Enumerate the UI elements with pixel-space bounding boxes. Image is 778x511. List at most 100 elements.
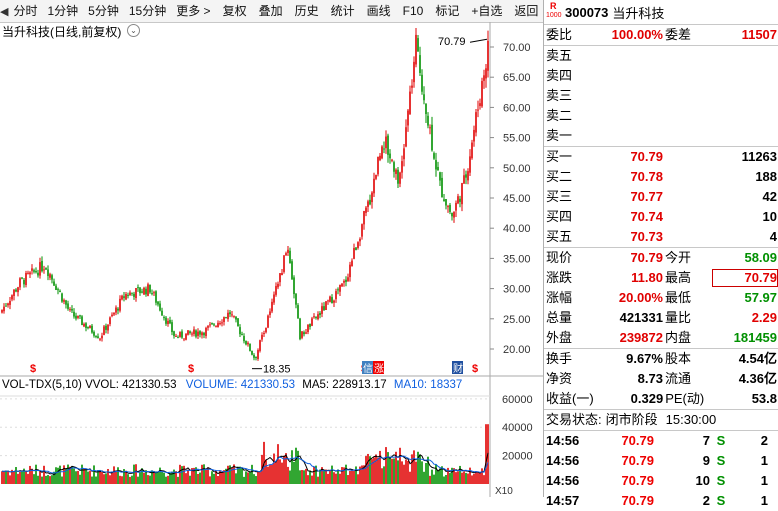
volume-bar: [323, 471, 325, 484]
toolbar-btn-f10[interactable]: F10: [402, 4, 424, 18]
candle-body: [173, 331, 175, 336]
candle-body: [63, 300, 65, 302]
volume-bar: [419, 455, 421, 484]
volume-bar: [225, 468, 227, 484]
vol-indicator-name[interactable]: VOL-TDX(5,10): [2, 379, 82, 391]
volume-bar: [219, 470, 221, 484]
toolbar-btn-add-watchlist[interactable]: +自选: [471, 4, 503, 18]
toolbar-btn-stats[interactable]: 统计: [330, 4, 355, 18]
candle-body: [89, 325, 91, 328]
spacer: [663, 167, 711, 187]
tick-time: 14:56: [546, 473, 580, 488]
volume-bar: [217, 476, 219, 484]
candle-body: [445, 199, 447, 206]
volume-bar: [479, 472, 481, 484]
candle-body: [41, 260, 43, 272]
candle-body: [155, 291, 157, 303]
toolbar-btn-1min[interactable]: 1分钟: [47, 4, 79, 18]
volume-bar: [427, 456, 429, 484]
stat-label: 今开: [664, 250, 691, 265]
candle-body: [227, 312, 229, 319]
weicha-label: 委差: [664, 27, 691, 42]
price-axis-label: 50.00: [503, 163, 531, 175]
toolbar-btn-mark[interactable]: 标记: [435, 4, 460, 18]
volume-bar: [179, 464, 181, 484]
volume-bar: [21, 471, 23, 484]
volume-bar: [29, 465, 31, 484]
toolbar-btn-5min[interactable]: 5分钟: [88, 4, 119, 18]
volume-bar: [39, 470, 41, 484]
volume-bar: [361, 465, 363, 484]
fund-label: 净资: [546, 371, 573, 386]
volume-bar: [397, 460, 399, 484]
volume-bar: [247, 472, 249, 484]
candle-body: [337, 289, 339, 291]
price-axis-label: 35.00: [503, 253, 531, 265]
volume-bar: [481, 468, 483, 484]
candle-body: [435, 160, 437, 170]
buy-order-row: 买二 70.78 188: [544, 167, 778, 187]
volume-bar: [91, 476, 93, 484]
toolbar-btn-overlay[interactable]: 叠加: [258, 4, 283, 18]
volume-bar: [51, 475, 53, 484]
volume-bar: [285, 453, 287, 484]
candle-body: [161, 310, 163, 316]
stat-row: 现价 70.79 今开 58.09: [544, 248, 778, 268]
volume-bar: [439, 468, 441, 484]
price-axis-label: 45.00: [503, 193, 531, 205]
fund-value: 9.67%: [626, 351, 663, 366]
volume-bar: [161, 471, 163, 484]
candle-body: [269, 311, 271, 315]
candle-body: [339, 284, 341, 292]
chart-settings-icon[interactable]: ⌄: [127, 24, 140, 37]
toolbar-btn-draw[interactable]: 画线: [366, 4, 391, 18]
toolbar-btn-more[interactable]: 更多 >: [176, 4, 211, 18]
left-arrow-icon[interactable]: ◀: [0, 5, 9, 18]
toolbar-btn-15min[interactable]: 15分钟: [128, 4, 167, 18]
toolbar-btn-back[interactable]: 返回: [514, 4, 539, 18]
volume-bar: [61, 476, 63, 484]
candle-body: [13, 289, 15, 297]
high-price-arrow: [469, 38, 488, 43]
candle-body: [189, 331, 191, 333]
toolbar-btn-timeshare[interactable]: 分时: [13, 4, 38, 18]
tick-count: 2: [760, 433, 768, 448]
tick-list[interactable]: 14:56 70.79 7 S 2 14:56 70.79 9 S 1 14:56 70.79 10 S 1…: [544, 431, 778, 511]
volume-bar: [431, 469, 433, 484]
candle-body: [389, 153, 391, 159]
toolbar-btn-history[interactable]: 历史: [294, 4, 319, 18]
volume-bar: [465, 472, 467, 484]
candle-body: [479, 103, 481, 106]
event-tag-text: 财: [453, 362, 463, 375]
candle-body: [37, 272, 39, 276]
tick-time: 14:56: [546, 433, 580, 448]
volume-bar: [77, 470, 79, 484]
candle-body: [113, 312, 115, 315]
kline-chart[interactable]: 70.00 65.00 60.00 55.00 50.00 45.00 40.00 35.00…: [0, 22, 543, 497]
volume-bar: [41, 476, 43, 484]
sell-level-label: 卖四: [546, 68, 573, 83]
price-stats: 现价 70.79 今开 58.09 涨跌 11.80 最高 70.79 涨幅 20.00% 最低 57…: [544, 248, 778, 349]
toolbar-btn-fuquan[interactable]: 复权: [222, 4, 247, 18]
weicha-value: 11507: [741, 27, 778, 42]
price-axis-label: 20.00: [503, 344, 531, 356]
candle-body: [297, 305, 299, 319]
volume-bar: [201, 464, 203, 484]
candle-body: [313, 316, 315, 318]
sell-order-row: 卖一: [544, 126, 778, 146]
candlestick-series: [1, 28, 489, 361]
volume-bar: [383, 466, 385, 484]
volume-bar: [389, 457, 391, 484]
stat-row: 外盘 239872 内盘 181459: [544, 328, 778, 348]
candle-body: [183, 338, 185, 340]
volume-bar: [443, 476, 445, 484]
volume-bar: [483, 475, 485, 484]
volume-bar: [411, 454, 413, 484]
candle-body: [399, 172, 401, 184]
volume-bar: [163, 472, 165, 484]
volume-bar: [185, 473, 187, 484]
sell-order-row: 卖五: [544, 46, 778, 66]
volume-bar: [281, 462, 283, 484]
candle-body: [205, 327, 207, 337]
candle-body: [23, 279, 25, 285]
